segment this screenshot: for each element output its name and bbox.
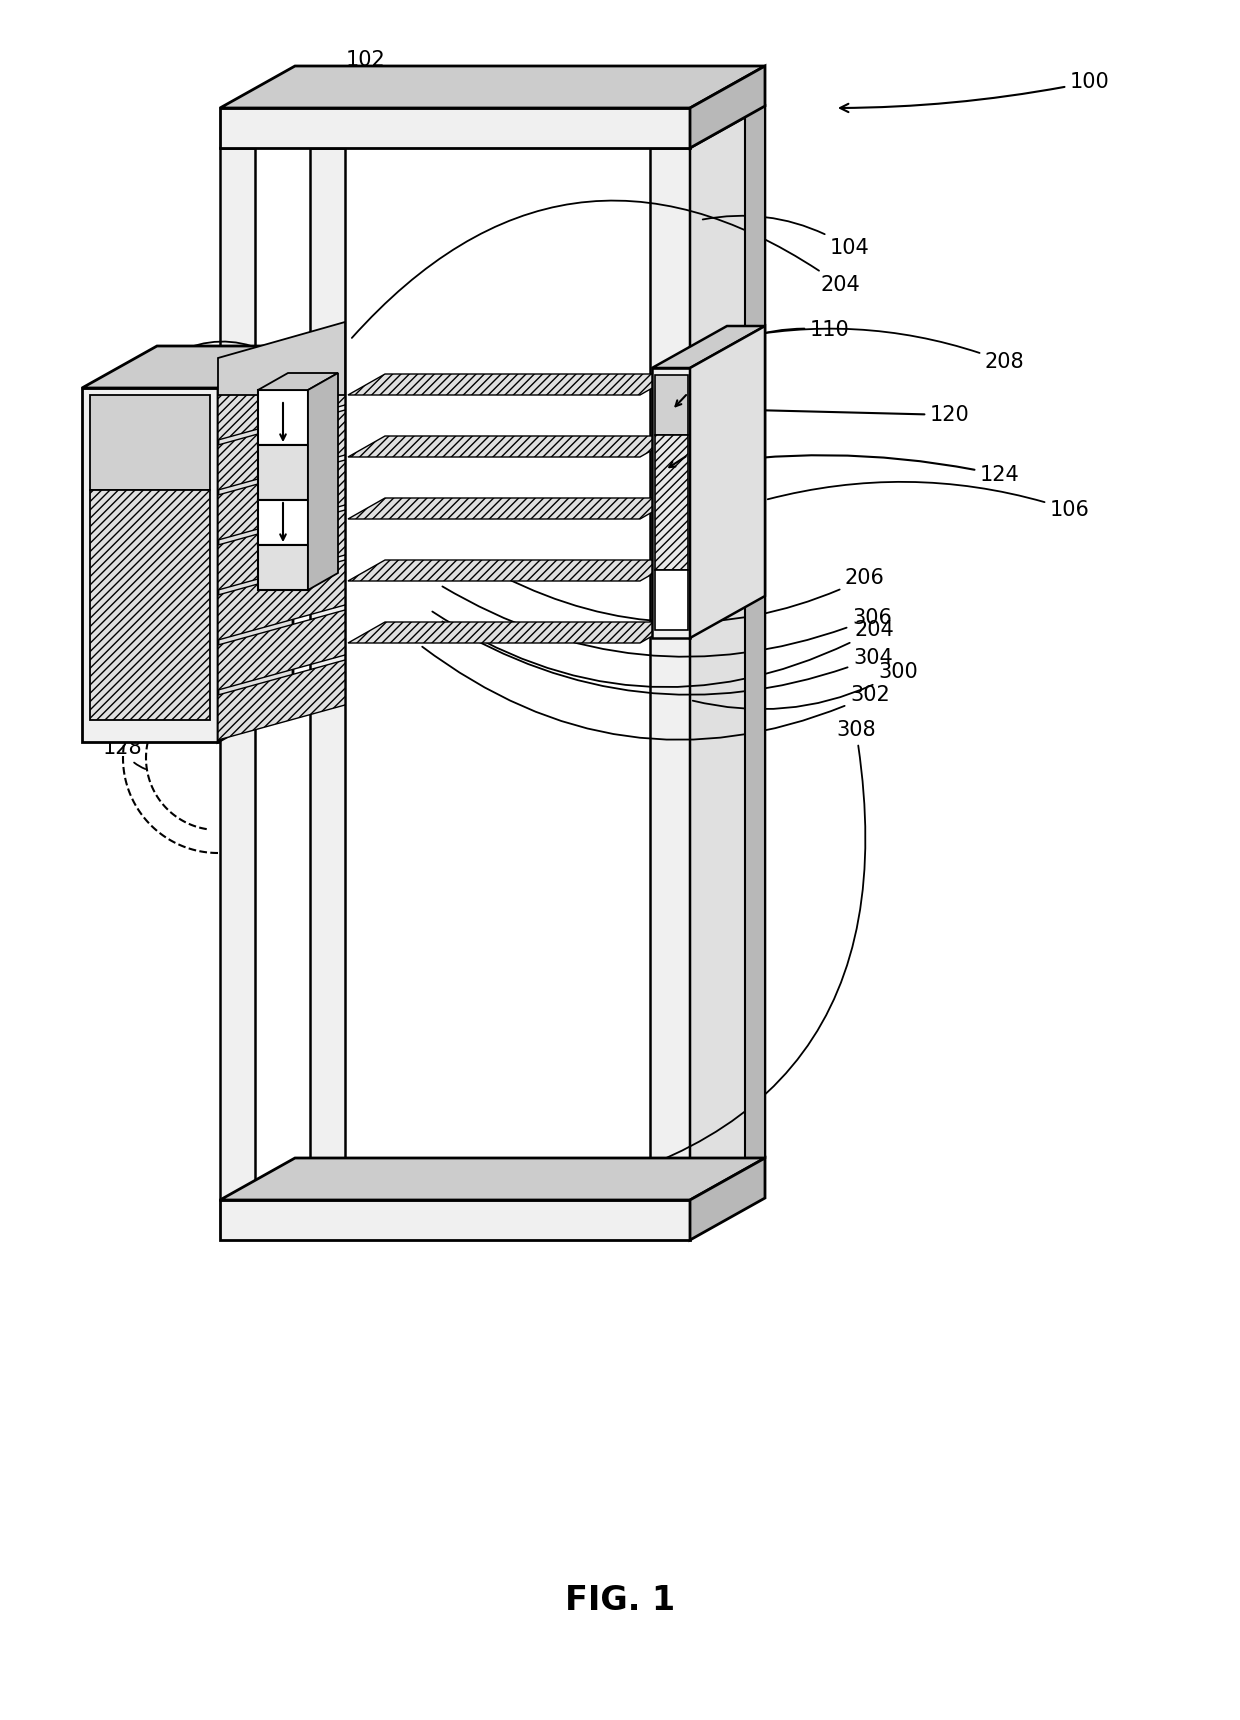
Polygon shape bbox=[218, 459, 345, 540]
Polygon shape bbox=[218, 511, 345, 590]
Text: 108: 108 bbox=[108, 700, 153, 729]
Polygon shape bbox=[219, 107, 330, 148]
Text: 202: 202 bbox=[108, 342, 316, 397]
Text: 104: 104 bbox=[703, 215, 869, 258]
Polygon shape bbox=[91, 490, 210, 721]
Text: 120: 120 bbox=[677, 404, 970, 425]
Text: 204: 204 bbox=[352, 201, 859, 337]
Polygon shape bbox=[689, 327, 765, 638]
Polygon shape bbox=[218, 561, 345, 640]
Polygon shape bbox=[219, 1201, 689, 1240]
Text: 306: 306 bbox=[443, 587, 892, 657]
Polygon shape bbox=[219, 65, 765, 108]
Polygon shape bbox=[348, 561, 677, 581]
Polygon shape bbox=[348, 373, 677, 396]
Polygon shape bbox=[219, 148, 255, 1201]
Polygon shape bbox=[689, 107, 765, 1201]
Polygon shape bbox=[655, 569, 688, 630]
Polygon shape bbox=[655, 375, 688, 435]
Polygon shape bbox=[655, 435, 688, 569]
Text: 124: 124 bbox=[684, 456, 1019, 485]
Text: 206: 206 bbox=[502, 568, 885, 623]
Text: 300: 300 bbox=[693, 662, 918, 709]
Text: 110: 110 bbox=[692, 320, 849, 366]
Polygon shape bbox=[348, 499, 677, 519]
Text: 100: 100 bbox=[841, 72, 1110, 112]
Polygon shape bbox=[310, 107, 420, 148]
Text: 204: 204 bbox=[433, 612, 895, 686]
Polygon shape bbox=[258, 390, 308, 445]
Polygon shape bbox=[689, 1158, 765, 1240]
Polygon shape bbox=[218, 359, 345, 440]
Text: 208: 208 bbox=[729, 329, 1024, 372]
Polygon shape bbox=[652, 327, 765, 368]
Text: 126: 126 bbox=[108, 616, 148, 669]
Polygon shape bbox=[258, 445, 308, 501]
Polygon shape bbox=[310, 148, 345, 1201]
Polygon shape bbox=[218, 322, 345, 396]
Polygon shape bbox=[652, 368, 689, 638]
Polygon shape bbox=[745, 107, 765, 1158]
Text: 106: 106 bbox=[768, 482, 1090, 519]
Text: 102: 102 bbox=[345, 50, 458, 110]
Polygon shape bbox=[348, 435, 677, 458]
Text: 128: 128 bbox=[103, 738, 145, 769]
Polygon shape bbox=[218, 346, 293, 741]
Text: 302: 302 bbox=[422, 647, 890, 740]
Polygon shape bbox=[82, 346, 293, 389]
Polygon shape bbox=[258, 545, 308, 590]
Text: 308: 308 bbox=[523, 721, 875, 1199]
Polygon shape bbox=[91, 396, 210, 490]
Polygon shape bbox=[219, 1158, 765, 1201]
Polygon shape bbox=[348, 623, 677, 643]
Text: 122: 122 bbox=[102, 485, 148, 535]
Polygon shape bbox=[258, 373, 339, 390]
Polygon shape bbox=[218, 409, 345, 490]
Polygon shape bbox=[218, 660, 345, 740]
Polygon shape bbox=[258, 501, 308, 545]
Polygon shape bbox=[218, 611, 345, 690]
Text: 112: 112 bbox=[115, 569, 155, 628]
Text: 200: 200 bbox=[108, 447, 159, 528]
Polygon shape bbox=[219, 108, 689, 148]
Polygon shape bbox=[308, 373, 339, 590]
Polygon shape bbox=[82, 389, 218, 741]
Polygon shape bbox=[689, 65, 765, 148]
Text: FIG. 1: FIG. 1 bbox=[565, 1584, 675, 1617]
Text: 304: 304 bbox=[443, 621, 893, 695]
Polygon shape bbox=[650, 148, 689, 1201]
